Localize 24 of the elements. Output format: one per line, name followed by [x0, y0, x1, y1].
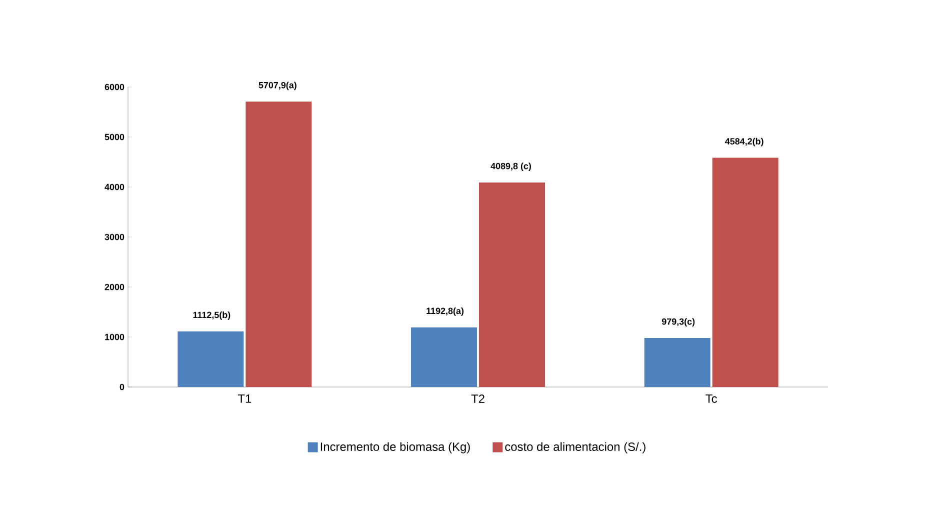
- data-label: 5707,9(a): [258, 82, 296, 90]
- y-tick-label: 3000: [104, 234, 124, 240]
- data-label: 4089,8 (c): [490, 162, 531, 171]
- x-tick-label: Tc: [706, 394, 718, 403]
- bar: [246, 102, 312, 387]
- x-tick-label: T2: [471, 394, 484, 403]
- bar: [178, 331, 244, 387]
- bar: [411, 327, 478, 387]
- data-label: 1192,8(a): [426, 307, 464, 316]
- legend-label: costo de alimentacion (S/.): [505, 442, 646, 454]
- y-tick-label: 6000: [104, 84, 124, 90]
- bar: [712, 158, 778, 387]
- data-label: 979,3(c): [662, 318, 695, 327]
- y-tick-label: 2000: [104, 284, 124, 290]
- legend-label: Incremento de biomasa (Kg): [320, 442, 470, 454]
- y-tick-label: 5000: [104, 134, 124, 140]
- y-tick-label: 0: [120, 384, 124, 390]
- x-tick-label: T1: [238, 394, 252, 403]
- y-tick-label: 1000: [105, 334, 124, 340]
- y-tick-label: 4000: [104, 184, 124, 190]
- data-label: 1112,5(b): [193, 311, 230, 320]
- data-label: 4584,2(b): [725, 138, 764, 146]
- bar: [479, 182, 545, 387]
- bar: [644, 338, 710, 387]
